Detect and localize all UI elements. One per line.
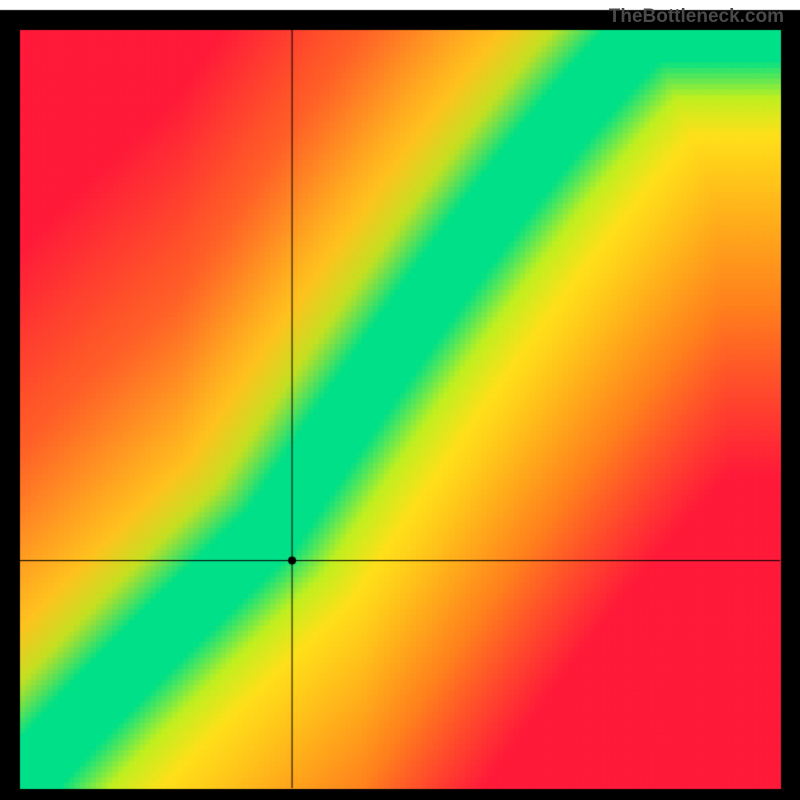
heatmap-canvas [0,0,800,800]
chart-container: TheBottleneck.com [0,0,800,800]
watermark-text: TheBottleneck.com [609,6,784,28]
